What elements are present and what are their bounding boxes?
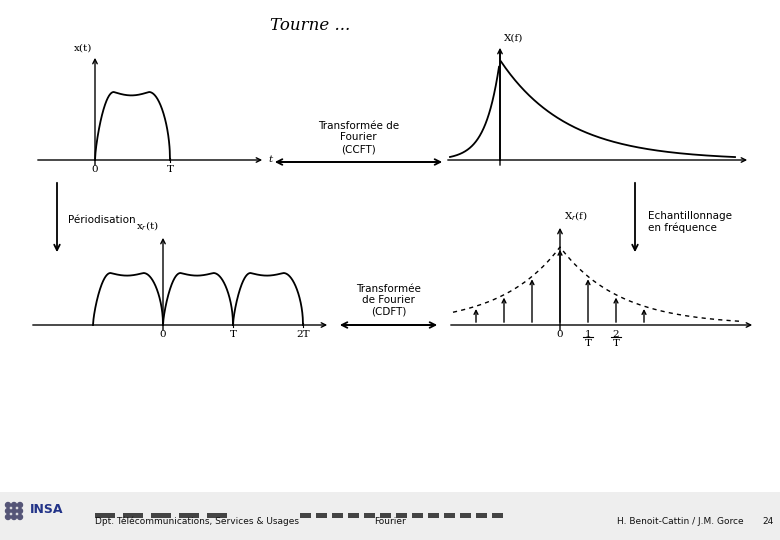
Text: Transformée de
Fourier
(CCFT): Transformée de Fourier (CCFT) — [318, 121, 399, 154]
Bar — [179, 513, 199, 518]
Bar — [476, 513, 487, 518]
Text: 2T: 2T — [296, 330, 310, 339]
Text: x(t): x(t) — [73, 44, 92, 53]
Circle shape — [12, 509, 16, 514]
Bar — [123, 513, 143, 518]
Bar — [364, 513, 375, 518]
Text: Dpt. Télécommunications, Services & Usages: Dpt. Télécommunications, Services & Usag… — [95, 516, 299, 526]
Text: T: T — [612, 339, 619, 348]
Text: 2: 2 — [612, 330, 619, 339]
Text: T: T — [229, 330, 236, 339]
Text: Transformée
de Fourier
(CDFT): Transformée de Fourier (CDFT) — [356, 284, 421, 317]
Circle shape — [17, 509, 23, 514]
Bar — [207, 513, 227, 518]
Bar — [332, 513, 343, 518]
Circle shape — [17, 515, 23, 519]
Text: x$_r$(t): x$_r$(t) — [136, 219, 159, 233]
Circle shape — [5, 515, 10, 519]
Bar — [428, 513, 439, 518]
Bar — [300, 513, 311, 518]
Circle shape — [5, 509, 10, 514]
Text: X$_r$(f): X$_r$(f) — [564, 210, 588, 223]
Text: INSA: INSA — [30, 503, 63, 516]
Bar — [348, 513, 359, 518]
Text: Echantillonnage
en fréquence: Echantillonnage en fréquence — [648, 211, 732, 233]
Text: Tourne ...: Tourne ... — [270, 17, 350, 34]
Text: 0: 0 — [160, 330, 166, 339]
Bar — [151, 513, 171, 518]
Circle shape — [12, 515, 16, 519]
Circle shape — [12, 503, 16, 508]
Text: t: t — [268, 156, 272, 165]
Text: Périodisation: Périodisation — [68, 215, 136, 225]
Bar — [460, 513, 471, 518]
Text: 1: 1 — [585, 330, 591, 339]
Text: 0: 0 — [557, 330, 563, 339]
Bar — [492, 513, 503, 518]
Bar — [444, 513, 455, 518]
Bar — [412, 513, 423, 518]
Text: H. Benoit-Cattin / J.M. Gorce: H. Benoit-Cattin / J.M. Gorce — [617, 517, 743, 526]
Bar — [95, 513, 115, 518]
Bar — [0, 492, 780, 540]
Circle shape — [17, 503, 23, 508]
Text: T: T — [166, 165, 173, 174]
Circle shape — [5, 503, 10, 508]
Bar — [316, 513, 327, 518]
Text: 24: 24 — [762, 517, 773, 526]
Text: Fourier: Fourier — [374, 517, 406, 526]
Text: T: T — [584, 339, 591, 348]
Text: 0: 0 — [92, 165, 98, 174]
Bar — [396, 513, 407, 518]
Bar — [380, 513, 391, 518]
Text: X(f): X(f) — [504, 34, 523, 43]
